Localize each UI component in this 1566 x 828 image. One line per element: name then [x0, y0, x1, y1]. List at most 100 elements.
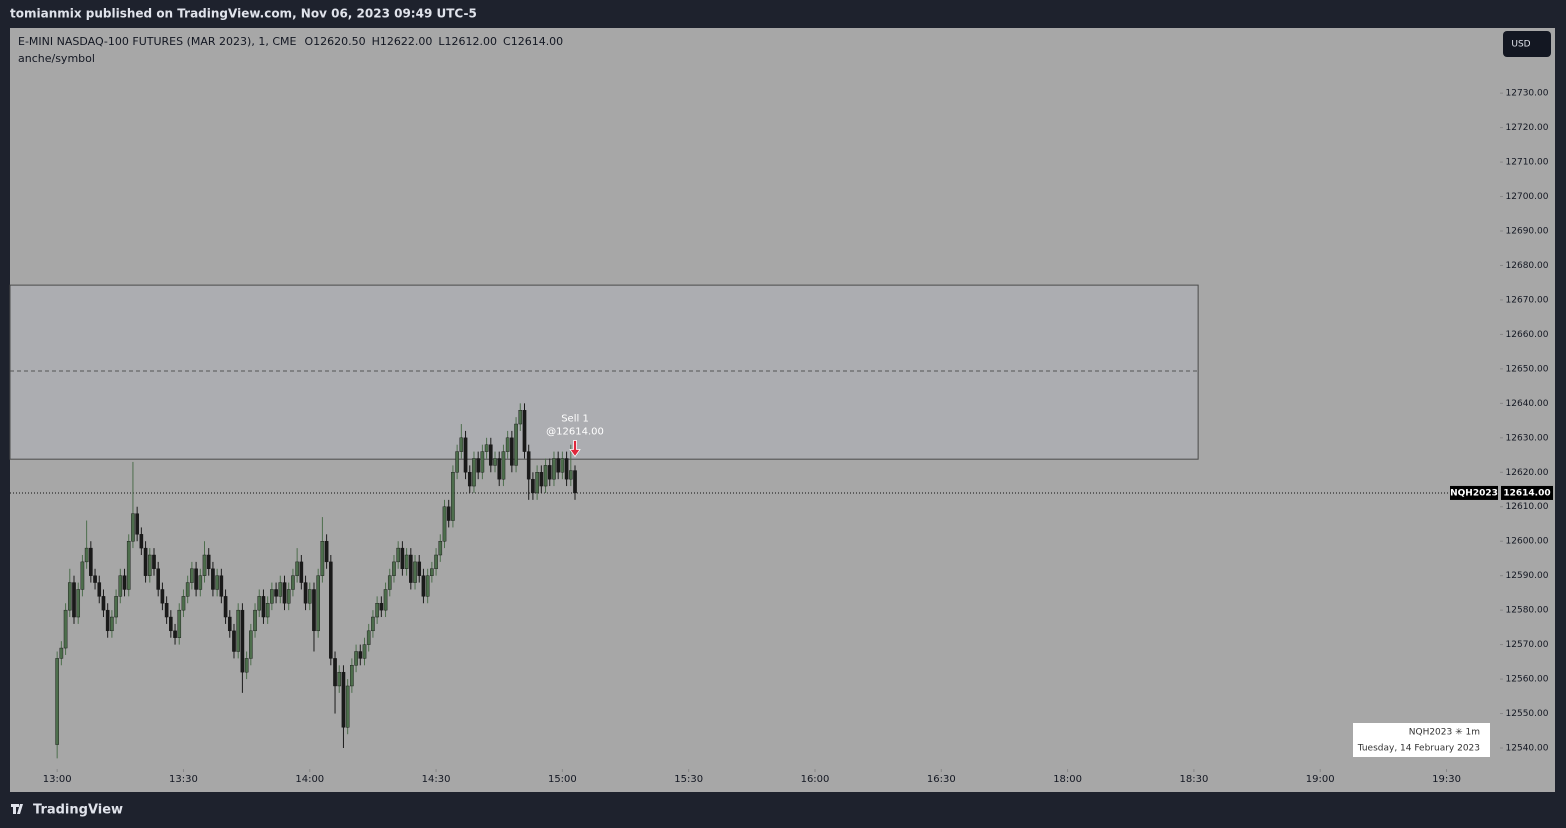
candle-body: [493, 458, 497, 466]
order-label: Sell 1: [561, 413, 589, 424]
candle-body: [552, 458, 556, 480]
candle-body: [510, 437, 514, 466]
candle-body: [569, 470, 573, 480]
symbol-tag-bg: [1450, 485, 1498, 500]
y-tick-label: 12550.00: [1506, 709, 1549, 719]
candle-body: [438, 541, 443, 556]
candle-body: [291, 575, 295, 590]
candle-body: [219, 575, 224, 597]
candle-body: [434, 554, 438, 569]
candle-body: [560, 458, 565, 473]
candle-body: [392, 561, 396, 576]
candle-body: [89, 547, 93, 576]
y-tick-label: 12630.00: [1506, 433, 1549, 443]
y-tick-label: 12640.00: [1506, 399, 1549, 409]
candle-body: [404, 554, 409, 569]
candle-body: [265, 603, 270, 618]
candle-body: [442, 506, 447, 542]
candle-body: [286, 589, 291, 604]
publisher-header: tomianmix published on TradingView.com, …: [10, 7, 477, 21]
y-tick-label: 12690.00: [1506, 227, 1549, 237]
candle-body: [190, 568, 194, 583]
candle-body: [274, 589, 278, 597]
x-tick-label: 14:30: [422, 774, 451, 785]
candle-body: [76, 589, 81, 618]
y-tick-label: 12680.00: [1506, 261, 1549, 271]
legend-low: L12612.00: [438, 35, 497, 48]
candle-body: [366, 630, 371, 645]
candle-body: [320, 541, 325, 576]
candle-body: [131, 513, 135, 542]
legend-close: C12614.00: [503, 35, 563, 48]
y-tick-label: 12560.00: [1506, 675, 1549, 685]
candle-body: [564, 458, 569, 480]
x-tick-label: 15:30: [674, 774, 703, 785]
y-tick-label: 12660.00: [1506, 330, 1549, 340]
candle-body: [354, 651, 358, 666]
candle-body: [261, 596, 266, 618]
symbol-tag: NQH2023: [1450, 488, 1498, 498]
candle-body: [303, 582, 308, 604]
candle-body: [169, 616, 173, 632]
candle-body: [430, 568, 434, 576]
currency-button[interactable]: [1503, 31, 1551, 57]
candle-body: [396, 547, 400, 563]
legend: E-MINI NASDAQ-100 FUTURES (MAR 2023), 1,…: [18, 35, 563, 48]
candle-body: [282, 582, 287, 604]
candle-body: [270, 589, 274, 604]
candle-body: [522, 410, 527, 452]
candle-body: [152, 554, 156, 569]
candle-body: [324, 541, 329, 563]
info-box: [1353, 723, 1490, 757]
candle-body: [101, 596, 106, 611]
order-price: @12614.00: [546, 426, 604, 437]
candle-body: [337, 671, 342, 687]
candle-body: [489, 444, 493, 466]
candle-body: [295, 561, 299, 576]
candle-body: [345, 685, 350, 728]
candle-body: [211, 568, 215, 590]
candle-body: [139, 534, 144, 549]
brand-logo: [11, 804, 23, 814]
candle-body: [480, 451, 485, 473]
candle-body: [160, 589, 165, 604]
x-tick-label: 13:30: [169, 774, 198, 785]
candle-body: [329, 561, 333, 659]
candle-body: [446, 506, 451, 521]
price-tag: 12614.00: [1503, 488, 1550, 498]
candle-body: [387, 575, 392, 590]
candle-body: [118, 575, 123, 597]
candle-body: [232, 630, 236, 652]
y-tick-label: 12570.00: [1506, 640, 1549, 650]
candle-body: [299, 561, 304, 583]
candle-body: [379, 603, 384, 611]
candle-body: [198, 575, 203, 590]
candle-body: [421, 575, 426, 597]
candle-body: [173, 630, 177, 638]
candle-body: [312, 589, 316, 632]
candle-body: [556, 458, 560, 473]
candle-body: [409, 554, 413, 583]
x-tick-label: 16:00: [801, 774, 830, 785]
y-tick-label: 12610.00: [1506, 502, 1549, 512]
candle-body: [362, 644, 367, 659]
y-tick-label: 12730.00: [1506, 89, 1549, 99]
x-tick-label: 15:00: [548, 774, 577, 785]
candle-body: [164, 603, 169, 618]
candle-body: [539, 472, 544, 487]
candle-body: [459, 437, 464, 452]
x-tick-label: 18:30: [1180, 774, 1209, 785]
candle-body: [505, 437, 510, 452]
x-tick-label: 19:30: [1432, 774, 1461, 785]
candle-body: [194, 568, 198, 590]
candle-body: [181, 596, 186, 611]
candle-body: [316, 575, 320, 632]
candle-body: [72, 582, 76, 618]
candle-body: [413, 561, 417, 583]
candle-body: [135, 513, 139, 535]
candle-body: [206, 554, 211, 569]
candle-body: [371, 616, 375, 632]
candle-body: [249, 630, 253, 659]
candle-body: [547, 465, 552, 480]
